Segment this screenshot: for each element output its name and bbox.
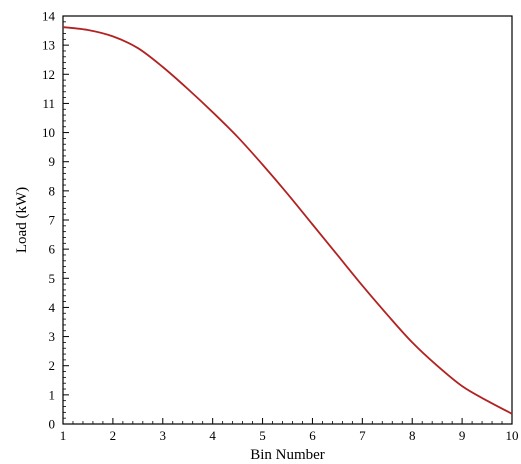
- y-tick-label: 13: [42, 38, 55, 53]
- x-tick-label: 1: [60, 428, 67, 443]
- x-tick-label: 8: [409, 428, 416, 443]
- y-axis-title: Load (kW): [14, 187, 30, 253]
- y-tick-label: 7: [49, 213, 56, 228]
- chart-axes: [62, 15, 513, 425]
- y-tick-label: 2: [49, 358, 56, 373]
- y-tick-label: 8: [49, 183, 56, 198]
- x-tick-label: 2: [110, 428, 117, 443]
- y-tick-label: 4: [49, 300, 56, 315]
- y-tick-label: 12: [42, 67, 55, 82]
- x-axis-title: Bin Number: [250, 447, 325, 463]
- x-tick-label: 6: [309, 428, 316, 443]
- plot-frame: [62, 15, 513, 425]
- x-tick-label: 4: [209, 428, 216, 443]
- x-tick-label: 3: [160, 428, 167, 443]
- y-tick-label: 14: [42, 9, 56, 24]
- y-tick-label: 0: [49, 417, 56, 432]
- x-tick-label: 7: [359, 428, 366, 443]
- series-layer: [62, 26, 513, 415]
- y-tick-label: 11: [42, 96, 55, 111]
- y-tick-label: 3: [49, 329, 56, 344]
- y-tick-label: 5: [49, 271, 56, 286]
- y-tick-label: 1: [49, 387, 56, 402]
- x-tick-label: 5: [259, 428, 266, 443]
- y-tick-label: 6: [49, 242, 56, 257]
- series-line: [62, 26, 513, 415]
- x-tick-label: 9: [459, 428, 466, 443]
- x-tick-label: 10: [506, 428, 519, 443]
- y-tick-label: 9: [49, 154, 56, 169]
- y-tick-label: 10: [42, 125, 55, 140]
